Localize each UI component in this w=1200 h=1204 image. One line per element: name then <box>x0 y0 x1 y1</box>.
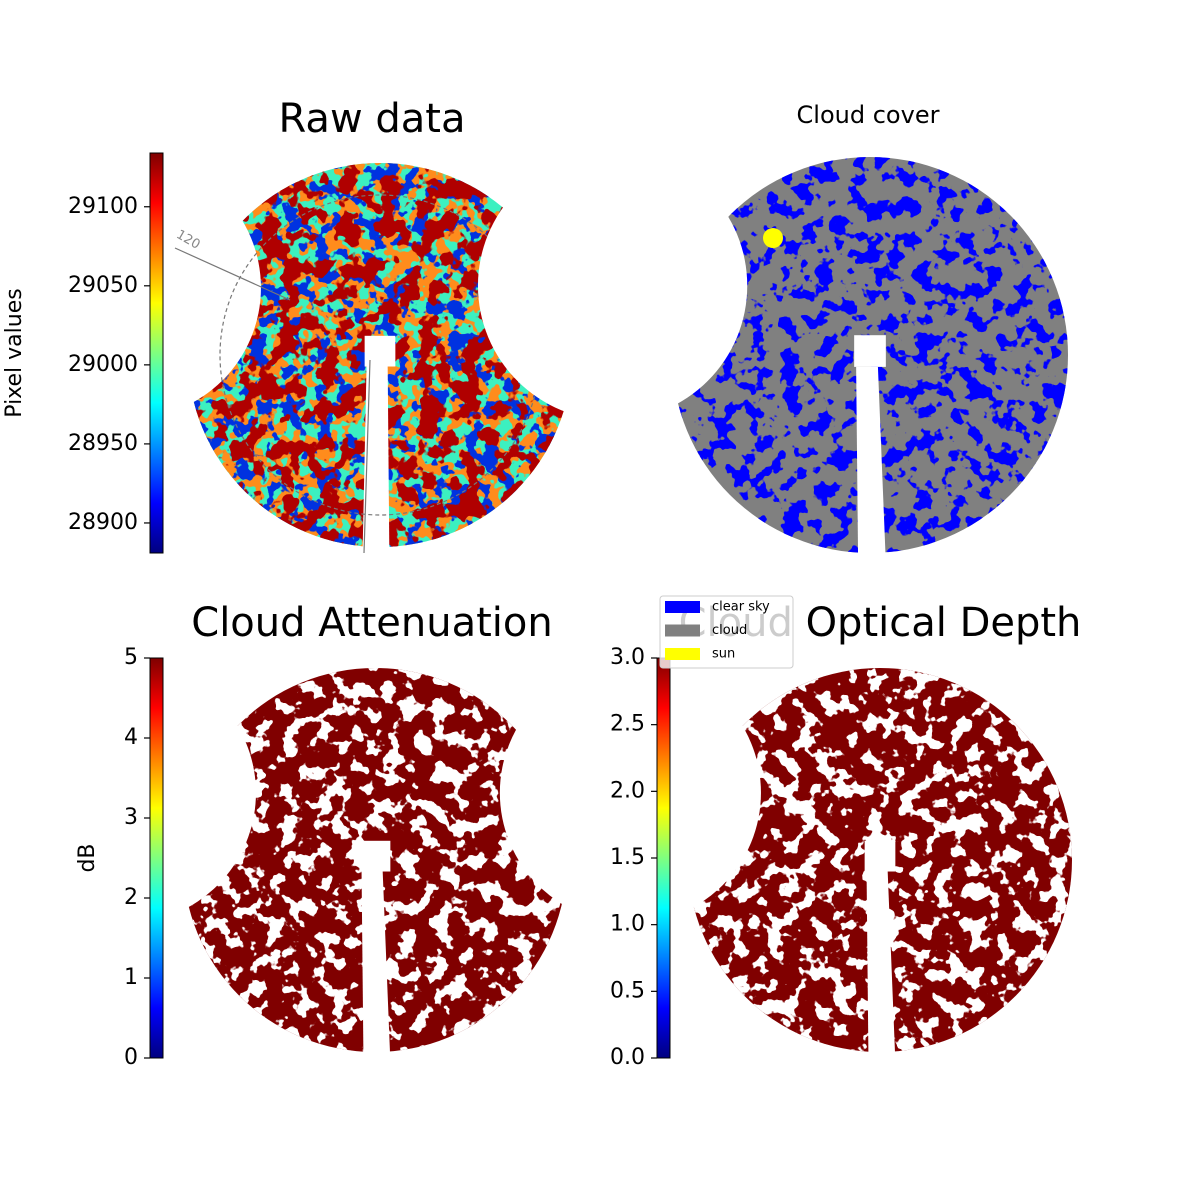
colorbar-tick-label: 1 <box>124 965 138 990</box>
legend-label: clear sky <box>712 600 770 615</box>
colorbar-tick-label: 1.5 <box>610 845 645 870</box>
colorbar-tick-label: 2.0 <box>610 778 645 803</box>
colorbar-tick-label: 1.0 <box>610 912 645 937</box>
colorbar-label: Pixel values <box>2 288 27 417</box>
colorbar-tick-label: 2.5 <box>610 712 645 737</box>
colorbar-tick-label: 29000 <box>68 352 138 377</box>
notch <box>477 151 748 421</box>
mast-head <box>854 335 886 367</box>
notch <box>0 662 256 924</box>
image-layers <box>672 157 1068 553</box>
colorbar-tick-label: 0.0 <box>610 1045 645 1070</box>
colorbar-tick-label: 3.0 <box>610 645 645 670</box>
mast-head <box>364 335 396 367</box>
sky-image <box>0 662 567 1062</box>
legend: clear sky cloud sun <box>659 595 794 669</box>
mast <box>361 871 391 1062</box>
panel-title: Cloud cover <box>797 101 940 129</box>
colorbar-tick-label: 0 <box>124 1045 138 1070</box>
mast-outline <box>363 359 371 554</box>
sky-image <box>477 151 1068 563</box>
panel-title: Cloud Attenuation <box>191 600 552 646</box>
colorbar <box>149 152 164 554</box>
legend-swatch <box>665 624 700 637</box>
colorbar-tick-label: 2 <box>124 885 138 910</box>
colorbar-label: dB <box>75 843 100 872</box>
mast <box>866 871 896 1062</box>
colorbar-tick-label: 5 <box>124 645 138 670</box>
colorbar-tick-label: 0.5 <box>610 978 645 1003</box>
grid-line <box>174 247 291 301</box>
colorbar-tick-label: 29100 <box>68 194 138 219</box>
legend-label: sun <box>712 647 735 662</box>
legend-label: cloud <box>712 623 747 638</box>
mast <box>856 366 886 563</box>
colorbar-tick-label: 4 <box>124 725 138 750</box>
sky-image <box>499 662 1072 1062</box>
colorbar <box>656 657 671 1059</box>
panel-title: Raw data <box>279 96 466 142</box>
legend-swatch <box>665 601 700 613</box>
mast-head <box>359 840 391 872</box>
colorbar-tick-label: 29050 <box>68 273 138 298</box>
colorbar <box>149 657 164 1059</box>
sun-marker <box>763 228 783 248</box>
colorbar-tick-label: 28950 <box>68 431 138 456</box>
notch <box>499 662 761 924</box>
mast-head <box>864 840 896 872</box>
legend-swatch <box>665 648 700 660</box>
notch <box>0 157 261 419</box>
colorbar-tick-label: 3 <box>124 805 138 830</box>
mast <box>362 366 390 557</box>
colorbar-tick-label: 28900 <box>68 510 138 535</box>
